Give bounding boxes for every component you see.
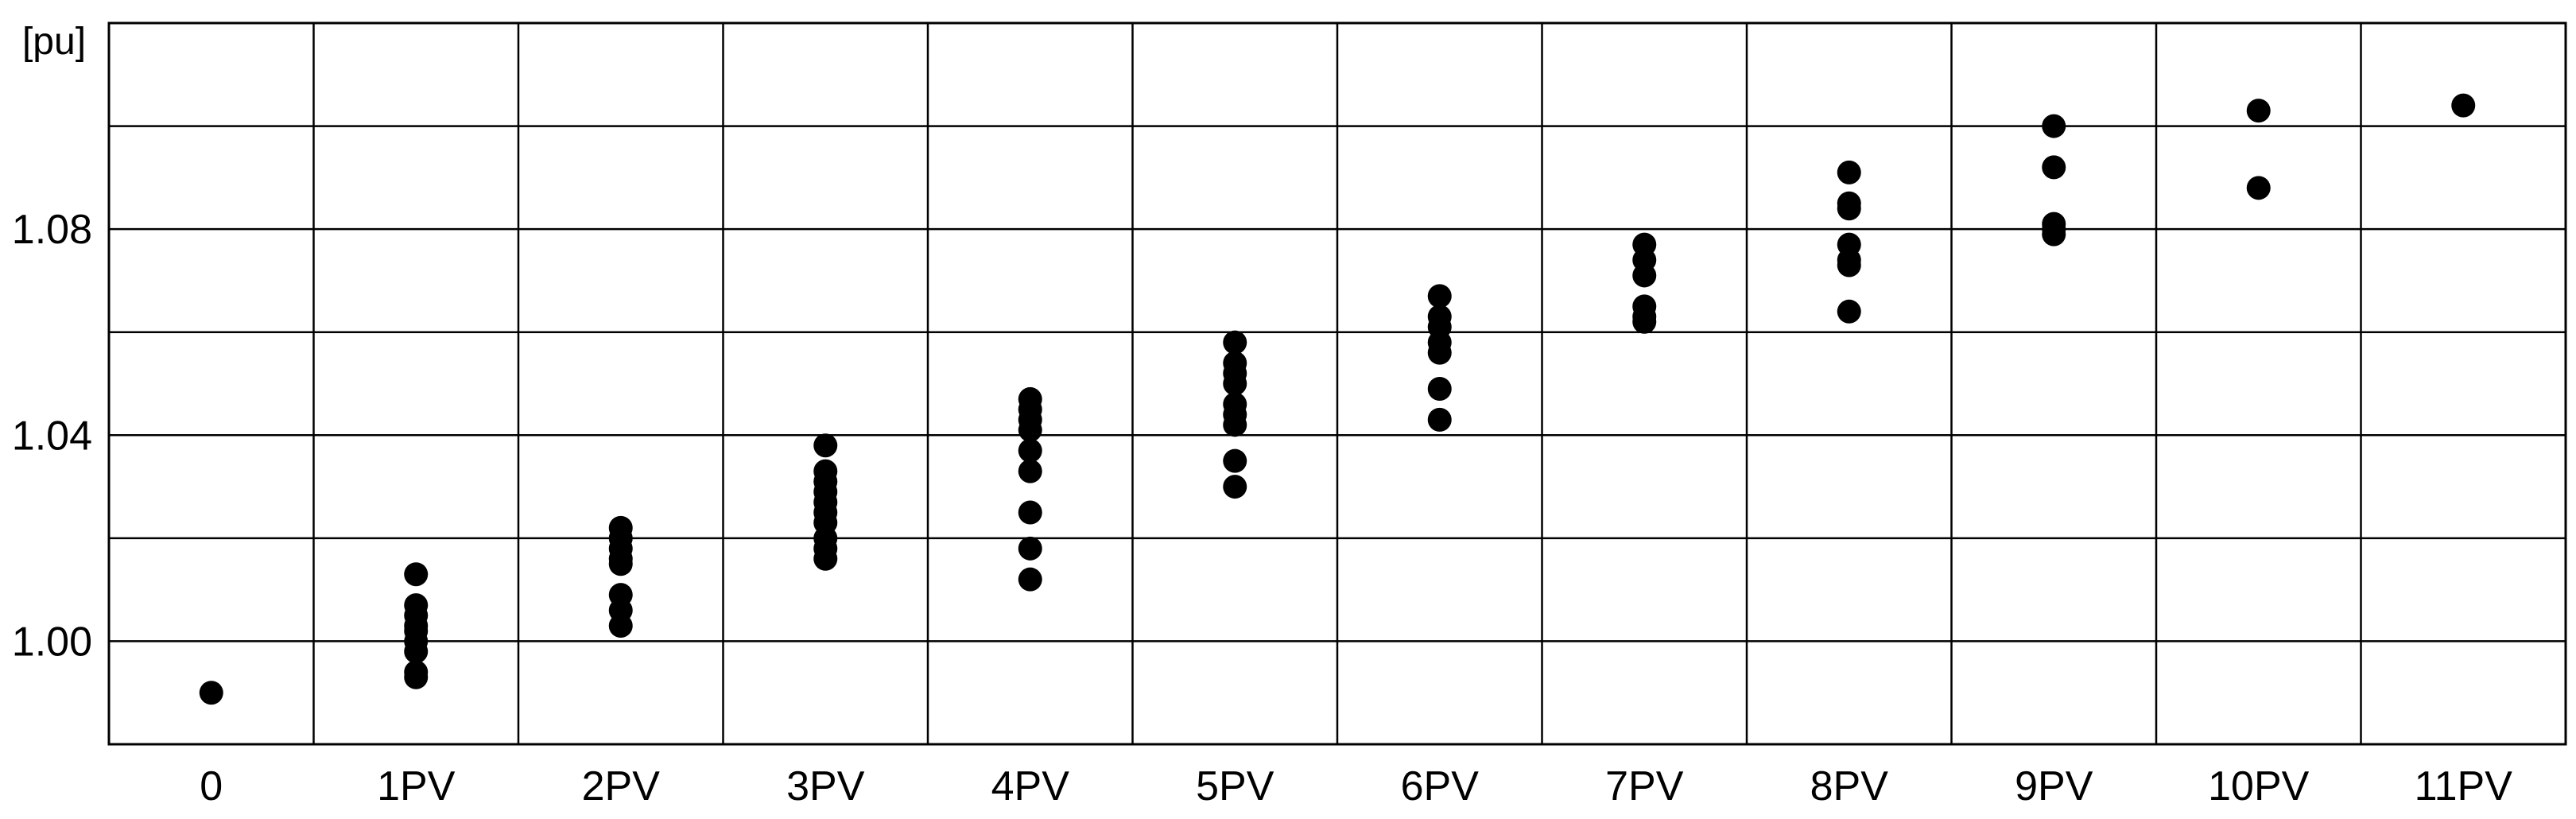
data-point: [1427, 284, 1452, 309]
data-point: [1632, 294, 1657, 319]
x-tick-label: 1PV: [377, 763, 456, 809]
data-point: [2246, 176, 2271, 200]
x-tick-label: 2PV: [582, 763, 661, 809]
data-point: [1223, 475, 1247, 499]
data-point: [1223, 330, 1247, 355]
plot-area-frame: [107, 21, 2567, 746]
x-tick-label: 8PV: [1810, 763, 1889, 809]
grid-lines: [109, 23, 2566, 744]
x-tick-label: 3PV: [786, 763, 865, 809]
data-point: [404, 593, 429, 618]
x-tick-label: 6PV: [1401, 763, 1480, 809]
y-tick-label: 1.08: [12, 207, 92, 253]
data-point: [1223, 351, 1247, 375]
data-point: [404, 660, 429, 685]
data-point: [1018, 500, 1042, 525]
data-point: [1837, 191, 1861, 215]
data-point: [1223, 448, 1247, 473]
x-tick-label: 11PV: [2415, 763, 2513, 809]
data-point: [2042, 212, 2066, 236]
data-point: [1223, 392, 1247, 417]
y-axis-unit-label: [pu]: [22, 21, 86, 63]
data-point: [2042, 155, 2066, 180]
x-tick-label: 7PV: [1605, 763, 1684, 809]
data-point: [1837, 299, 1861, 324]
data-point: [2451, 93, 2476, 118]
y-tick-label: 1.00: [12, 619, 92, 665]
data-point: [1018, 536, 1042, 561]
data-point: [813, 433, 838, 458]
data-point: [1427, 305, 1452, 329]
y-tick-label: 1.04: [12, 413, 92, 459]
data-point: [1837, 160, 1861, 184]
x-tick-label: 10PV: [2208, 763, 2310, 809]
data-point: [2246, 99, 2271, 123]
data-point: [608, 583, 633, 607]
x-tick-label: 4PV: [991, 763, 1070, 809]
data-point: [1018, 459, 1042, 483]
data-point: [1018, 567, 1042, 592]
data-point: [608, 515, 633, 540]
data-point: [404, 562, 429, 587]
data-point: [1018, 386, 1042, 411]
x-tick-label: 5PV: [1196, 763, 1274, 809]
x-tick-labels: 0 1PV 2PV 3PV 4PV 5PV 6PV 7PV 8PV 9PV 10PV 11PV: [200, 763, 2512, 809]
x-tick-label: 9PV: [2015, 763, 2093, 809]
data-point: [1632, 232, 1657, 257]
y-tick-labels: 1.00 1.04 1.08: [12, 207, 92, 665]
data-point: [813, 459, 838, 483]
data-point: [199, 681, 223, 705]
data-point: [2042, 114, 2066, 138]
data-point: [1427, 407, 1452, 432]
data-points: [199, 93, 2476, 705]
x-tick-label: 0: [200, 763, 223, 809]
data-point: [1018, 438, 1042, 463]
data-point: [1427, 376, 1452, 401]
data-point: [1837, 232, 1861, 257]
